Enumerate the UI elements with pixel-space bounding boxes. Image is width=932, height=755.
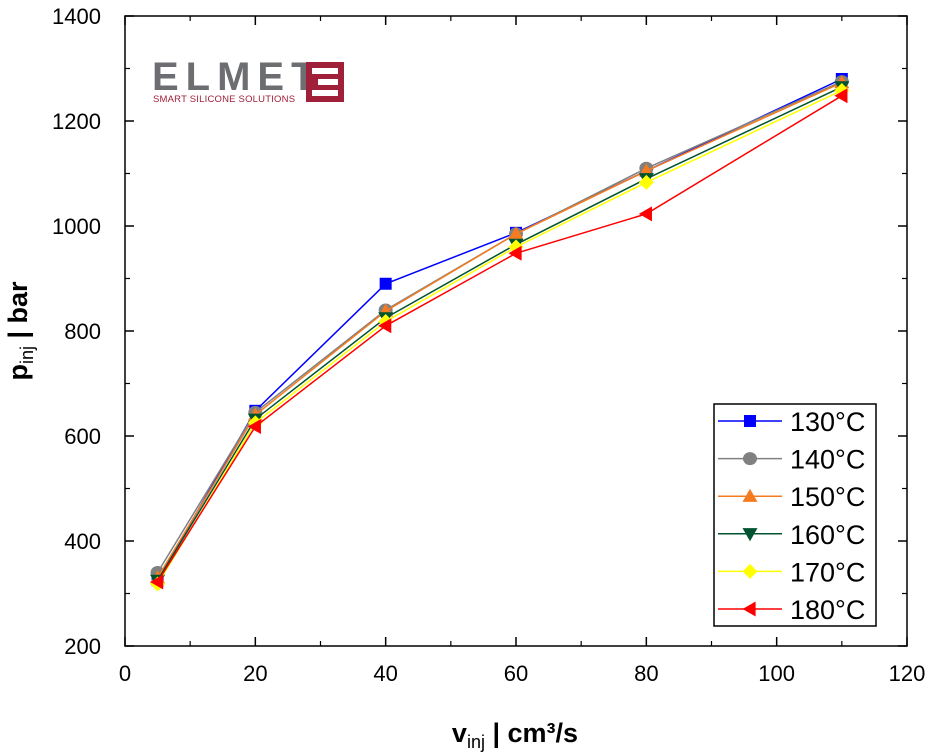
legend: 130°C 140°C 150°C 160°C 170°C 180°C — [713, 403, 877, 627]
logo-tagline: SMART SILICONE SOLUTIONS — [153, 94, 295, 105]
x-tick-label: 60 — [504, 661, 528, 686]
legend-label: 150°C — [790, 482, 865, 512]
data-point — [638, 206, 652, 222]
y-tick-label: 1200 — [52, 109, 101, 134]
legend-item: 130°C — [718, 407, 865, 437]
x-tick-label: 120 — [889, 661, 926, 686]
x-tick-label: 100 — [758, 661, 795, 686]
y-tick-label: 400 — [64, 529, 101, 554]
data-point — [378, 318, 392, 334]
legend-label: 130°C — [790, 407, 865, 437]
y-tick-label: 1400 — [52, 4, 101, 29]
x-tick-label: 40 — [373, 661, 397, 686]
data-point — [834, 88, 848, 104]
data-point — [638, 174, 654, 190]
x-axis-title: vinj | cm³/s — [452, 718, 578, 752]
axes: 0 20 40 60 80 100 120 200 400 600 800 1000 1200 1400 — [52, 4, 925, 686]
series-line — [156, 82, 843, 579]
legend-marker — [742, 601, 756, 617]
y-axis-title: pinj | bar — [3, 281, 37, 381]
data-point — [508, 226, 524, 240]
x-tick-label: 80 — [634, 661, 658, 686]
logo-mark-icon — [306, 62, 344, 102]
data-point — [247, 419, 261, 435]
data-point — [508, 245, 522, 261]
logo-text: ELMET — [152, 55, 323, 99]
axis-titles: vinj | cm³/s pinj | bar — [3, 281, 578, 752]
y-tick-label: 200 — [64, 634, 101, 659]
y-tick-label: 1000 — [52, 214, 101, 239]
legend-item: 150°C — [718, 482, 865, 512]
legend-item: 170°C — [718, 557, 865, 587]
legend-marker — [744, 415, 756, 427]
x-tick-label: 20 — [243, 661, 267, 686]
legend-label: 170°C — [790, 557, 865, 587]
legend-marker — [743, 452, 757, 466]
legend-item: 140°C — [718, 445, 865, 475]
legend-label: 160°C — [790, 520, 865, 550]
legend-marker — [742, 528, 758, 542]
legend-item: 180°C — [718, 595, 865, 625]
data-point — [379, 277, 392, 290]
elmet-logo: ELMET SMART SILICONE SOLUTIONS — [152, 55, 344, 105]
series-line — [156, 89, 843, 585]
series-layer — [150, 73, 850, 592]
legend-item: 160°C — [718, 520, 865, 550]
legend-box — [713, 403, 877, 627]
series-5 — [150, 88, 848, 590]
y-tick-label: 800 — [64, 319, 101, 344]
series-line — [156, 86, 843, 581]
data-point — [150, 574, 164, 590]
legend-marker — [742, 488, 758, 502]
legend-label: 180°C — [790, 595, 865, 625]
legend-marker — [742, 563, 758, 579]
legend-label: 140°C — [790, 445, 865, 475]
x-tick-label: 0 — [119, 661, 131, 686]
y-tick-label: 600 — [64, 424, 101, 449]
series-line — [156, 95, 843, 583]
